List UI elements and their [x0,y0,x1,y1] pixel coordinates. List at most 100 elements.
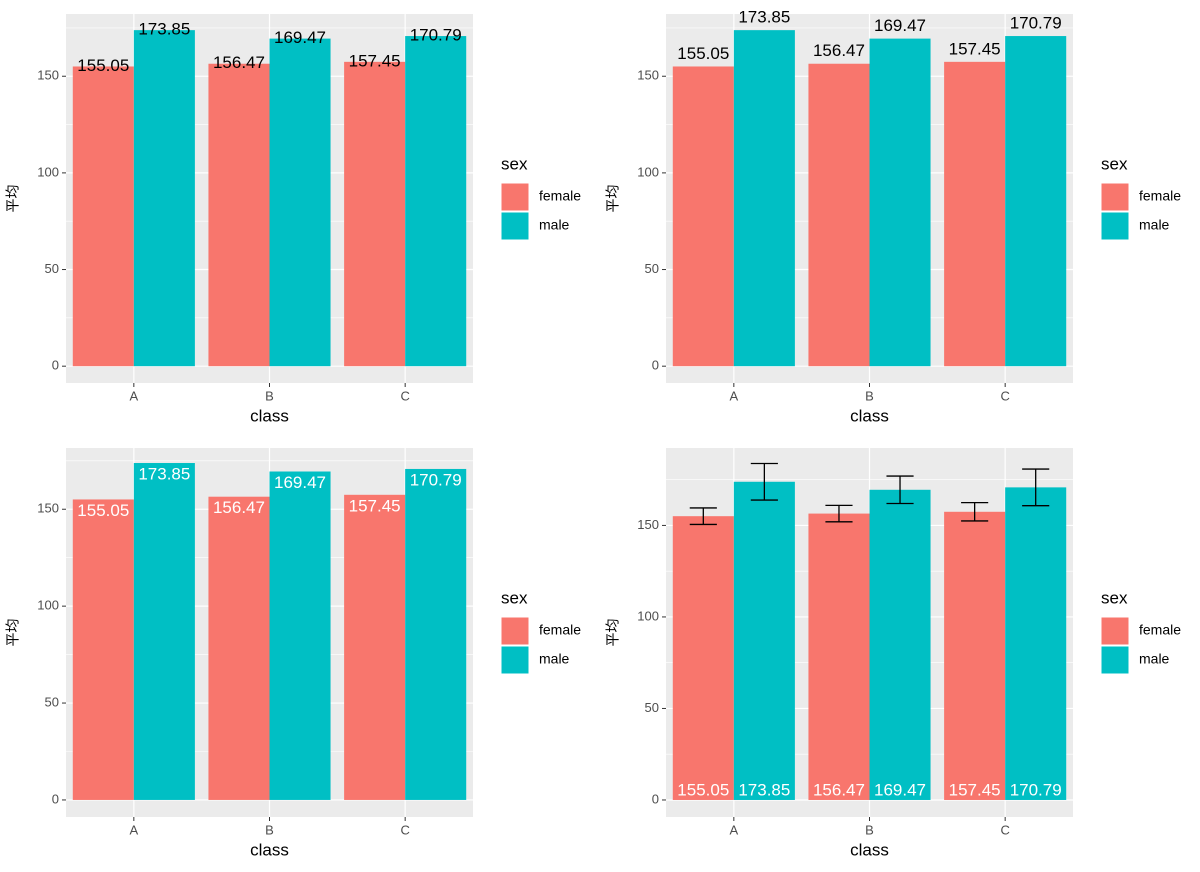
bar [133,463,195,800]
bar [133,30,195,367]
x-tick-label: A [729,388,738,403]
y-axis-title: 平均 [605,185,621,213]
value-label: 173.85 [738,780,790,799]
legend-label: female [1139,622,1181,638]
bar [672,66,734,367]
bar [733,30,795,367]
legend-key [1100,182,1130,212]
y-tick-label: 0 [652,358,659,373]
value-label: 169.47 [874,16,926,35]
legend-label: male [1139,217,1170,233]
x-tick-label: C [400,822,409,837]
bar [808,63,870,367]
y-tick-label: 150 [37,501,59,516]
legend-key [500,182,530,212]
value-label: 157.45 [949,39,1001,58]
value-label: 155.05 [677,44,729,63]
value-label: 173.85 [738,8,790,27]
value-label: 169.47 [274,473,326,492]
bar [269,38,331,367]
value-label: 155.05 [77,501,129,520]
legend-label: male [1139,651,1170,667]
value-label: 155.05 [677,780,729,799]
bar [208,63,270,367]
x-axis-title: class [250,840,289,859]
legend-label: female [539,622,581,638]
error-bar [961,501,989,522]
bar [344,494,406,800]
legend-label: female [1139,188,1181,204]
y-tick-label: 100 [637,164,659,179]
value-label: 169.47 [274,28,326,47]
value-label: 156.47 [813,780,865,799]
y-tick-label: 50 [45,694,59,709]
x-tick-label: A [129,388,138,403]
error-bar [825,504,853,523]
bar [672,516,734,800]
error-bar [689,507,717,526]
bar [72,499,134,800]
value-label: 170.79 [410,26,462,45]
x-tick-label: A [729,822,738,837]
bar [944,511,1006,800]
x-tick-label: B [865,388,874,403]
legend-title: sex [1101,154,1128,173]
x-axis-title: class [250,406,289,425]
value-label: 156.47 [213,498,265,517]
legend-key [500,211,530,241]
y-axis-title: 平均 [5,185,21,213]
bar [1005,487,1067,800]
y-tick-label: 0 [52,358,59,373]
x-tick-label: B [265,388,274,403]
value-label: 170.79 [410,470,462,489]
y-tick-label: 150 [637,68,659,83]
y-tick-label: 0 [652,791,659,806]
value-label: 157.45 [349,51,401,70]
value-label: 173.85 [138,20,190,39]
y-tick-label: 50 [45,261,59,276]
y-tick-label: 0 [52,791,59,806]
legend-title: sex [501,154,528,173]
bar [405,36,467,367]
legend-key [1100,211,1130,241]
x-tick-label: C [1000,822,1009,837]
y-tick-label: 50 [645,700,659,715]
y-axis-title: 平均 [5,619,21,647]
bar [269,471,331,800]
x-tick-label: B [265,822,274,837]
legend-label: male [539,651,570,667]
value-label: 173.85 [138,465,190,484]
bar [808,513,870,800]
value-label: 157.45 [949,780,1001,799]
legend-title: sex [501,588,528,607]
x-tick-label: C [1000,388,1009,403]
legend-title: sex [1101,588,1128,607]
bar [405,468,467,800]
y-tick-label: 100 [637,608,659,623]
value-label: 156.47 [813,41,865,60]
legend-label: male [539,217,570,233]
value-label: 155.05 [77,56,129,75]
bar [72,66,134,367]
y-tick-label: 150 [637,517,659,532]
x-tick-label: A [129,822,138,837]
bar [1005,36,1067,367]
y-tick-label: 150 [37,68,59,83]
bar [944,61,1006,367]
x-tick-label: B [865,822,874,837]
bar [869,38,931,367]
error-bar [750,462,778,501]
y-tick-label: 100 [37,164,59,179]
x-tick-label: C [400,388,409,403]
bar [208,496,270,800]
legend-label: female [539,188,581,204]
bar [869,489,931,800]
x-axis-title: class [850,840,889,859]
y-tick-label: 100 [37,598,59,613]
error-bar [886,475,914,505]
legend-key [1100,645,1130,675]
legend-key [500,616,530,646]
y-tick-label: 50 [645,261,659,276]
y-axis-title: 平均 [605,619,621,647]
